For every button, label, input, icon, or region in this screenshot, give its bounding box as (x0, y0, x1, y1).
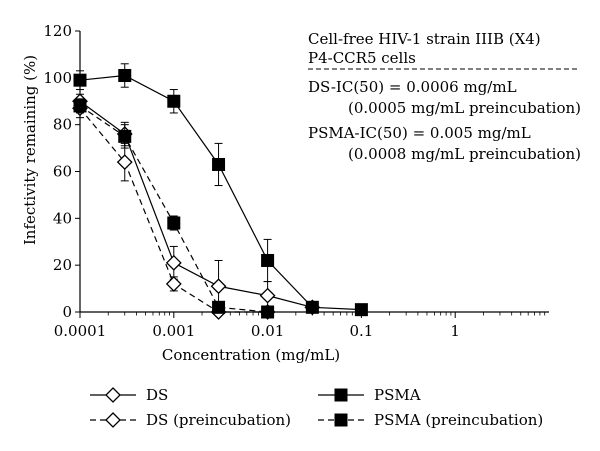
square-marker (118, 68, 132, 82)
legend: DS DS (preincubation) PSMA PSMA (preincubat… (90, 386, 543, 429)
annotation-line: (0.0008 mg/mL preincubation) (348, 145, 581, 163)
series-2 (73, 63, 368, 317)
square-marker (305, 300, 319, 314)
y-tick-label: 120 (43, 22, 72, 40)
annotation-line: Cell-free HIV-1 strain IIIB (X4) (308, 30, 541, 48)
x-tick-label: 0.1 (349, 322, 373, 340)
square-marker (354, 303, 368, 317)
series-line (79, 74, 362, 311)
series-1 (72, 98, 276, 320)
x-tick-label: 0.01 (251, 322, 284, 340)
tick-group: 0 20 40 60 80 100 120 0.0001 0.001 0.01 0.1 1 (43, 22, 546, 340)
annotation-line: (0.0005 mg/mL preincubation) (348, 99, 581, 117)
diamond-marker (210, 278, 227, 295)
diamond-marker (259, 287, 276, 304)
y-tick-label: 60 (53, 163, 72, 181)
series-3 (73, 98, 275, 319)
square-marker (212, 300, 226, 314)
y-axis-label: Infectivity remaining (%) (21, 55, 39, 245)
square-marker (73, 73, 87, 87)
legend-entry: PSMA (preincubation) (318, 411, 543, 429)
legend-label: DS (146, 386, 168, 404)
series-line (79, 100, 313, 308)
y-tick-label: 20 (53, 256, 72, 274)
square-marker (261, 253, 275, 267)
diamond-marker (165, 275, 182, 292)
diamond-marker (105, 387, 121, 403)
y-tick-label: 80 (53, 116, 72, 134)
annotation-block: Cell-free HIV-1 strain IIIB (X4)P4-CCR5 … (308, 30, 581, 163)
x-axis-label: Concentration (mg/mL) (162, 346, 340, 364)
axes (79, 31, 549, 313)
square-marker (118, 129, 132, 143)
y-tick-label: 40 (53, 209, 72, 227)
plot-area (72, 63, 368, 320)
legend-entry: DS (preincubation) (90, 411, 291, 429)
y-tick-label: 100 (43, 69, 72, 87)
annotation-line: DS-IC(50) = 0.0006 mg/mL (308, 78, 517, 96)
square-marker (261, 305, 275, 319)
square-marker (212, 157, 226, 171)
square-marker (167, 94, 181, 108)
square-marker (167, 216, 181, 230)
square-marker (334, 413, 348, 427)
x-tick-label: 1 (450, 322, 460, 340)
annotation-line: PSMA-IC(50) = 0.005 mg/mL (308, 124, 531, 142)
legend-label: PSMA (374, 386, 421, 404)
x-tick-label: 0.0001 (54, 322, 107, 340)
diamond-marker (116, 154, 133, 171)
square-marker (73, 99, 87, 113)
annotation-line: P4-CCR5 cells (308, 49, 416, 67)
legend-entry: DS (90, 386, 168, 404)
series-0 (72, 93, 321, 316)
diamond-marker (165, 254, 182, 271)
x-tick-label: 0.001 (152, 322, 195, 340)
diamond-marker (105, 412, 121, 428)
legend-entry: PSMA (318, 386, 421, 404)
square-marker (334, 388, 348, 402)
legend-label: DS (preincubation) (146, 411, 291, 429)
y-tick-label: 0 (62, 303, 72, 321)
legend-label: PSMA (preincubation) (374, 411, 543, 429)
